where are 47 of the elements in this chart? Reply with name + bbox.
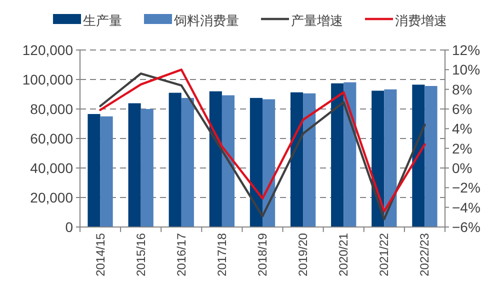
legend-label: 消费增速	[395, 13, 447, 28]
y2-tick-label: 12%	[452, 42, 480, 58]
y2-tick-label: 4%	[452, 120, 472, 137]
y2-tick-label: 2%	[452, 140, 472, 156]
bar	[222, 95, 235, 227]
bar	[384, 89, 397, 227]
bar	[303, 93, 316, 227]
bar	[424, 86, 438, 227]
x-tick-label: 2021/22	[377, 232, 392, 276]
bar	[290, 92, 304, 227]
y-tick-label: 60,000	[30, 130, 74, 146]
bar	[88, 114, 100, 227]
bar	[209, 91, 222, 227]
x-tick-label: 2016/17	[174, 232, 188, 276]
y2-tick-label: −2%	[452, 180, 480, 196]
bar	[331, 83, 344, 227]
y2-tick-label: 6%	[452, 101, 472, 117]
x-tick-label: 2017/18	[214, 232, 229, 276]
y2-tick-label: −6%	[452, 219, 480, 235]
y2-tick-label: −4%	[452, 199, 480, 216]
y-tick-label: 20,000	[30, 190, 74, 206]
legend-label: 饲料消费量	[173, 13, 239, 28]
x-tick-label: 2015/16	[134, 232, 148, 276]
bar	[344, 82, 356, 227]
y-tick-label: 100,000	[22, 72, 74, 88]
x-tick-label: 2020/21	[336, 232, 351, 276]
y-tick-label: 40,000	[30, 160, 74, 176]
y-tick-label: 80,000	[30, 101, 74, 117]
y2-tick-label: 8%	[452, 81, 472, 98]
x-tick-label: 2018/19	[256, 232, 270, 276]
legend-label: 生产量	[83, 13, 122, 28]
y2-tick-label: 0%	[452, 160, 472, 176]
bar	[250, 98, 262, 227]
legend-label: 产量增速	[291, 13, 343, 28]
bar	[181, 98, 194, 227]
bar	[128, 103, 141, 227]
x-tick-label: 2019/20	[296, 232, 310, 276]
y2-tick-label: 10%	[452, 62, 480, 78]
bar	[168, 92, 182, 227]
x-tick-label: 2022/23	[418, 232, 432, 276]
bar	[262, 99, 276, 227]
bar	[140, 109, 154, 227]
y-tick-label: 0	[65, 219, 74, 235]
bar	[100, 116, 113, 227]
y-tick-label: 120,000	[22, 42, 74, 58]
x-tick-label: 2014/15	[93, 232, 108, 276]
bar	[412, 84, 425, 227]
